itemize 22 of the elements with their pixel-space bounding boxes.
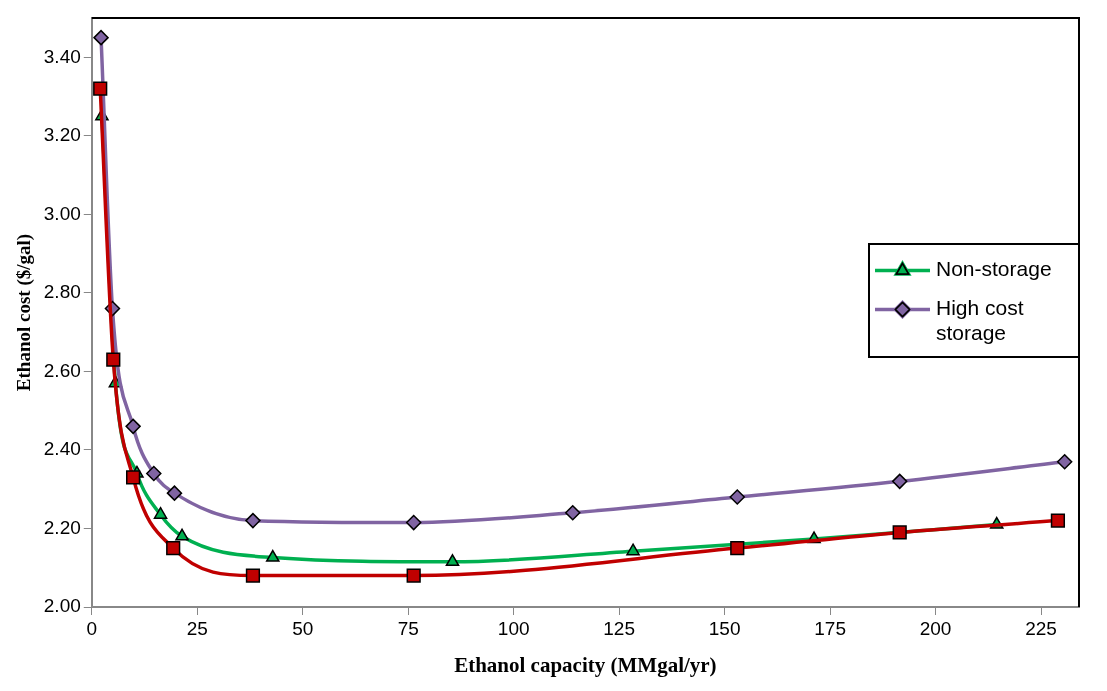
x-tick-label: 25 <box>186 617 208 639</box>
x-axis-title: Ethanol capacity (MMgal/yr) <box>454 652 717 677</box>
x-tick-label: 225 <box>1025 617 1057 639</box>
x-tick-label: 75 <box>397 617 419 639</box>
y-tick-label: 3.00 <box>43 202 81 224</box>
y-tick-label: 2.40 <box>43 438 81 460</box>
x-tick-label: 100 <box>497 617 530 639</box>
legend-label: Non-storage <box>936 257 1052 281</box>
y-tick-label: 2.80 <box>43 281 81 303</box>
x-tick-label: 125 <box>603 617 635 639</box>
y-axis-title: Ethanol cost ($/gal) <box>13 233 36 392</box>
y-tick-label: 2.20 <box>43 516 81 538</box>
y-tick-label: 3.20 <box>43 124 81 146</box>
y-tick-label: 2.00 <box>43 595 81 617</box>
y-tick-label: 2.60 <box>43 359 81 381</box>
x-tick-label: 150 <box>708 617 741 639</box>
x-tick-label: 0 <box>86 617 98 639</box>
y-tick-label: 3.40 <box>43 45 81 67</box>
x-tick-label: 50 <box>292 617 314 639</box>
x-tick-label: 200 <box>919 617 952 639</box>
x-tick-label: 175 <box>814 617 846 639</box>
legend-label: High cost storage <box>936 296 1024 345</box>
